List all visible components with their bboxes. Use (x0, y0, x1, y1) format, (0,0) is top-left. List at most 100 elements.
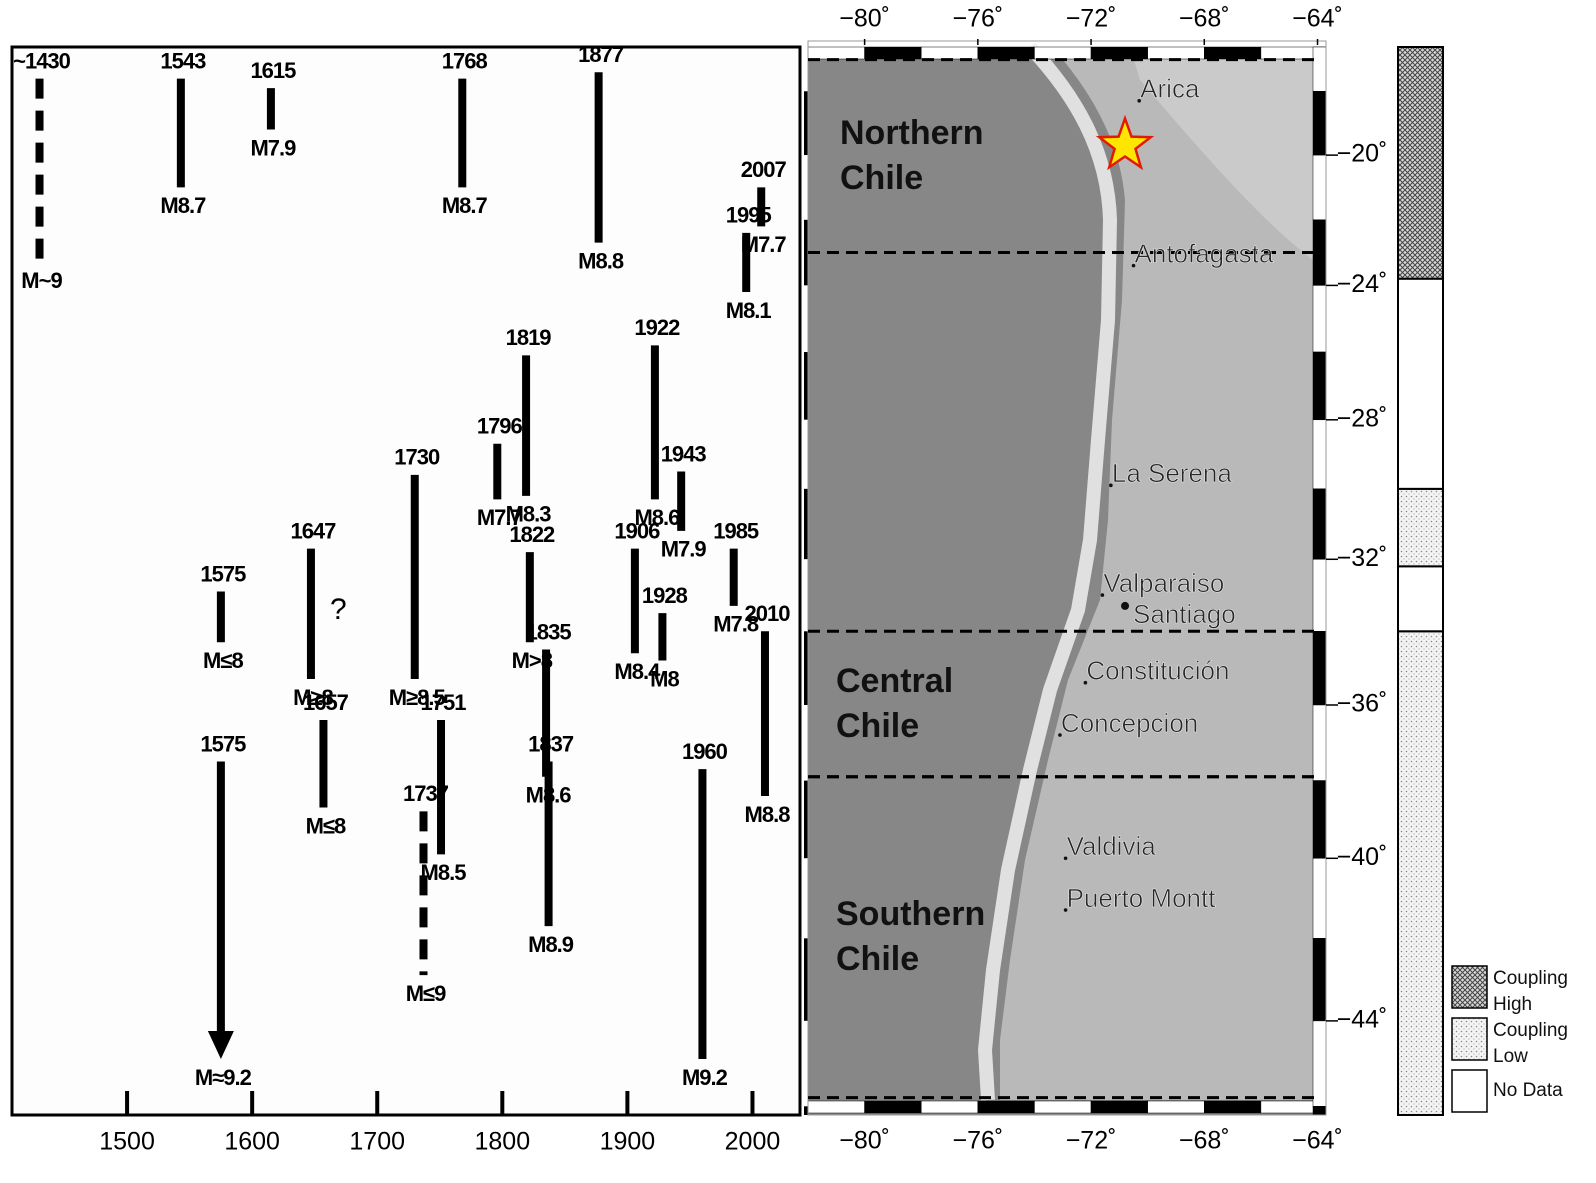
map-frame-bar (1091, 47, 1148, 59)
year-label: 1943 (661, 441, 707, 466)
map-frame-bar (808, 47, 865, 59)
year-label: 1822 (509, 522, 555, 547)
x-tick-label: 1600 (224, 1128, 280, 1156)
year-label: 1647 (290, 518, 336, 543)
map-frame-bar (978, 47, 1035, 59)
map-frame-bar (921, 1101, 978, 1113)
map-frame-bar (1313, 1021, 1326, 1106)
year-label: 1543 (160, 48, 206, 73)
year-label: 1751 (421, 690, 467, 715)
coupling-zone (1398, 279, 1443, 489)
magnitude-label: M8.1 (726, 298, 772, 323)
city-label: Antofagasta (1135, 238, 1274, 268)
map-frame-bar (1034, 47, 1091, 59)
map-frame-bar (804, 705, 808, 781)
magnitude-label: M8.8 (745, 802, 791, 827)
coupling-zone (1398, 631, 1443, 1115)
map-frame-bar (1261, 1101, 1318, 1113)
map-frame-bar (804, 781, 808, 859)
year-label: 1837 (528, 731, 574, 756)
legend-label: Coupling Low (1493, 1018, 1567, 1070)
lon-tick-label: −72˚ (1066, 5, 1117, 33)
magnitude-label: M~9 (21, 268, 62, 293)
region-label: Southern Chile (836, 892, 996, 982)
map-frame-bar (1313, 91, 1326, 155)
lat-tick-label: −24˚ (1337, 270, 1388, 298)
lon-tick-label: −68˚ (1179, 5, 1230, 33)
region-label: Northern Chile (840, 111, 1000, 201)
x-tick-label: 2000 (725, 1128, 781, 1156)
map-frame-bar (1313, 47, 1326, 91)
magnitude-label: M≤8 (306, 813, 346, 838)
lat-tick-label: −28˚ (1337, 404, 1388, 432)
magnitude-label: M≈9.2 (195, 1065, 252, 1090)
map-frame-bar (1313, 220, 1326, 286)
year-label: 1960 (682, 739, 728, 764)
coupling-zone (1398, 489, 1443, 567)
map-frame-bar (804, 489, 808, 559)
x-tick-label: 1700 (349, 1128, 405, 1156)
map-frame-bar (804, 1021, 808, 1106)
map-frame-bar (1261, 47, 1318, 59)
magnitude-label: M8 (650, 666, 679, 691)
map-frame-bar (1204, 1101, 1261, 1113)
map-frame-bar (865, 47, 922, 59)
city-marker (1121, 602, 1129, 610)
map-frame-bar (1204, 47, 1261, 59)
map-frame-bar (1313, 352, 1326, 420)
year-label: 1995 (726, 203, 772, 228)
map-frame-bar (808, 1101, 865, 1113)
map-frame-bar (804, 631, 808, 705)
x-tick-label: 1800 (474, 1128, 530, 1156)
lat-tick-label: −32˚ (1337, 544, 1388, 572)
city-label: Valparaiso (1103, 568, 1224, 598)
map-frame-bar (1313, 155, 1326, 220)
magnitude-label: M8.8 (578, 248, 624, 273)
map-frame-bar (1313, 489, 1326, 559)
lat-tick-label: −44˚ (1337, 1006, 1388, 1034)
figure: ? 150016001700180019002000~1430M~91543M8… (0, 0, 1596, 1183)
map-frame-bar (1313, 858, 1326, 938)
map-frame-bar (804, 938, 808, 1021)
magnitude-label: M7.9 (250, 135, 296, 160)
year-label: 1575 (200, 561, 246, 586)
timeline-frame (12, 47, 800, 1115)
year-label: 1906 (614, 518, 660, 543)
region-label: Central Chile (836, 659, 996, 749)
x-tick-label: 1500 (99, 1128, 155, 1156)
year-label: 1615 (250, 58, 296, 83)
lon-tick-label: −72˚ (1066, 1127, 1117, 1155)
year-label: 1737 (403, 781, 449, 806)
map-frame-bar (865, 1101, 922, 1113)
lon-tick-label: −64˚ (1292, 5, 1343, 33)
map-frame-bar (804, 47, 808, 91)
map-frame-bar (1091, 1101, 1148, 1113)
legend-swatch (1452, 966, 1487, 1008)
legend-label: Coupling High (1493, 966, 1567, 1018)
city-label: Puerto Montt (1067, 883, 1217, 913)
map-frame-bar (1313, 285, 1326, 352)
year-label: 1928 (642, 583, 688, 608)
x-tick-label: 1900 (600, 1128, 656, 1156)
map-frame-bar (1313, 1106, 1326, 1115)
lon-tick-label: −64˚ (1292, 1127, 1343, 1155)
lat-tick-label: −36˚ (1337, 690, 1388, 718)
lon-tick-label: −68˚ (1179, 1127, 1230, 1155)
map-frame-bar (804, 352, 808, 420)
map-frame-bar (804, 220, 808, 286)
magnitude-label: M≤8 (203, 648, 243, 673)
lon-tick-label: −76˚ (952, 5, 1003, 33)
map-frame-bar (804, 91, 808, 155)
page: {"chart_data": { "type": "rupture-timeli… (0, 0, 1596, 1183)
year-label: 1922 (634, 315, 680, 340)
year-label: 1877 (578, 42, 624, 67)
year-label: 1985 (713, 518, 759, 543)
map-frame-bar (1313, 420, 1326, 489)
legend-swatch (1452, 1018, 1487, 1060)
map-frame-bar (1313, 781, 1326, 859)
magnitude-label: M8.7 (160, 193, 206, 218)
year-label: 1819 (506, 325, 552, 350)
legend-label: No Data (1493, 1078, 1567, 1104)
year-label: 1768 (442, 48, 488, 73)
year-label: 2010 (745, 601, 791, 626)
